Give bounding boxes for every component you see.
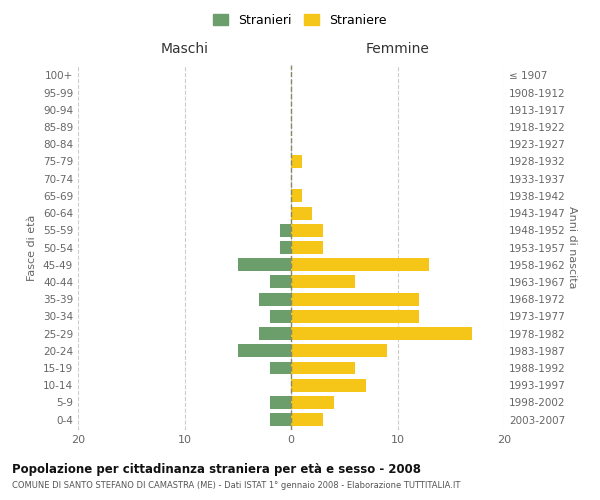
Bar	[291, 155, 302, 168]
Text: COMUNE DI SANTO STEFANO DI CAMASTRA (ME) - Dati ISTAT 1° gennaio 2008 - Elaboraz: COMUNE DI SANTO STEFANO DI CAMASTRA (ME)…	[12, 481, 460, 490]
Bar	[270, 276, 291, 288]
Bar	[291, 241, 323, 254]
Bar	[270, 362, 291, 374]
Text: Popolazione per cittadinanza straniera per età e sesso - 2008: Popolazione per cittadinanza straniera p…	[12, 462, 421, 475]
Bar	[270, 396, 291, 409]
Bar	[259, 292, 291, 306]
Bar	[291, 206, 313, 220]
Bar	[291, 292, 419, 306]
Bar	[291, 396, 334, 409]
Text: Maschi: Maschi	[161, 42, 209, 56]
Bar	[291, 379, 365, 392]
Bar	[291, 276, 355, 288]
Bar	[280, 241, 291, 254]
Bar	[291, 362, 355, 374]
Text: Femmine: Femmine	[365, 42, 430, 56]
Bar	[291, 258, 430, 271]
Bar	[238, 344, 291, 358]
Bar	[291, 344, 387, 358]
Y-axis label: Fasce di età: Fasce di età	[28, 214, 37, 280]
Y-axis label: Anni di nascita: Anni di nascita	[567, 206, 577, 289]
Bar	[270, 413, 291, 426]
Bar	[291, 190, 302, 202]
Bar	[259, 327, 291, 340]
Bar	[238, 258, 291, 271]
Bar	[291, 327, 472, 340]
Legend: Stranieri, Straniere: Stranieri, Straniere	[208, 8, 392, 32]
Bar	[291, 413, 323, 426]
Bar	[291, 224, 323, 236]
Bar	[270, 310, 291, 323]
Bar	[291, 310, 419, 323]
Bar	[280, 224, 291, 236]
